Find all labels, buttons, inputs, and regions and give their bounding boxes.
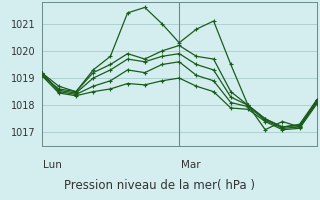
- Text: Pression niveau de la mer( hPa ): Pression niveau de la mer( hPa ): [65, 179, 255, 192]
- Text: Mar: Mar: [181, 160, 200, 170]
- Text: Lun: Lun: [43, 160, 62, 170]
